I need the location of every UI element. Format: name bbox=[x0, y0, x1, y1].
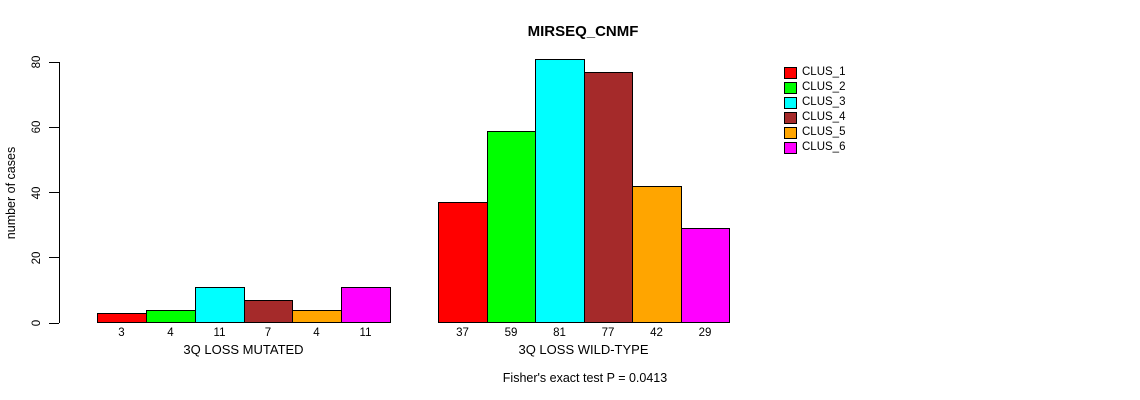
legend-label: CLUS_6 bbox=[802, 141, 846, 153]
y-tick-label: 40 bbox=[31, 186, 43, 199]
bar-value-label: 42 bbox=[650, 327, 663, 339]
legend-swatch bbox=[784, 96, 797, 109]
bar-3q-loss-mutated-clus-1 bbox=[97, 313, 147, 323]
group-label: 3Q LOSS MUTATED bbox=[183, 342, 304, 357]
y-tick-mark bbox=[49, 322, 59, 324]
bar-value-label: 7 bbox=[264, 327, 272, 339]
y-tick-label: 60 bbox=[31, 120, 43, 134]
legend-item: CLUS_1 bbox=[784, 66, 845, 79]
bar-value-label: 29 bbox=[698, 327, 712, 339]
bar-value-label: 11 bbox=[213, 327, 226, 339]
y-axis-line bbox=[59, 62, 60, 323]
y-tick-mark bbox=[49, 61, 59, 63]
y-tick-label: 0 bbox=[31, 319, 43, 327]
bar-value-label: 4 bbox=[313, 327, 320, 339]
bar-value-label: 77 bbox=[601, 327, 615, 339]
legend-label: CLUS_1 bbox=[802, 66, 846, 78]
legend-item: CLUS_6 bbox=[784, 141, 845, 154]
bar-value-label: 4 bbox=[167, 327, 174, 339]
bar-3q-loss-wild-type-clus-6 bbox=[681, 228, 730, 323]
y-tick-mark bbox=[49, 257, 59, 259]
bar-value-label: 81 bbox=[553, 327, 566, 339]
bar-3q-loss-wild-type-clus-3 bbox=[535, 59, 585, 323]
legend-swatch bbox=[784, 111, 797, 124]
bar-3q-loss-mutated-clus-6 bbox=[341, 287, 391, 323]
legend-item: CLUS_3 bbox=[784, 96, 845, 109]
legend-label: CLUS_5 bbox=[802, 126, 846, 138]
legend-label: CLUS_3 bbox=[802, 96, 846, 108]
bar-3q-loss-wild-type-clus-1 bbox=[438, 202, 488, 323]
bar-3q-loss-wild-type-clus-5 bbox=[632, 186, 682, 323]
bar-value-label: 37 bbox=[456, 327, 469, 339]
group-label: 3Q LOSS WILD-TYPE bbox=[518, 342, 649, 357]
bar-3q-loss-mutated-clus-3 bbox=[195, 287, 245, 323]
legend-item: CLUS_4 bbox=[784, 111, 845, 124]
y-tick-label: 80 bbox=[31, 55, 43, 69]
legend-label: CLUS_4 bbox=[802, 111, 846, 123]
y-axis-label: number of cases bbox=[4, 146, 18, 240]
y-tick-mark bbox=[49, 126, 59, 128]
legend-swatch bbox=[784, 66, 797, 79]
legend-item: CLUS_5 bbox=[784, 126, 845, 139]
chart-title: MIRSEQ_CNMF bbox=[527, 23, 639, 40]
y-tick-label: 20 bbox=[31, 251, 43, 265]
bar-3q-loss-wild-type-clus-2 bbox=[487, 131, 536, 323]
bar-value-label: 3 bbox=[118, 327, 125, 339]
legend-label: CLUS_2 bbox=[802, 81, 846, 93]
bar-3q-loss-mutated-clus-5 bbox=[292, 310, 342, 323]
bar-3q-loss-wild-type-clus-4 bbox=[584, 72, 633, 323]
legend-swatch bbox=[784, 141, 797, 154]
bar-3q-loss-mutated-clus-4 bbox=[244, 300, 293, 323]
legend-swatch bbox=[784, 126, 797, 139]
fisher-test-footnote: Fisher's exact test P = 0.0413 bbox=[502, 371, 668, 385]
legend-swatch bbox=[784, 81, 797, 94]
y-tick-mark bbox=[49, 192, 59, 193]
bar-value-label: 11 bbox=[359, 327, 372, 339]
bar-3q-loss-mutated-clus-2 bbox=[146, 310, 196, 323]
bar-value-label: 59 bbox=[504, 327, 518, 339]
legend-item: CLUS_2 bbox=[784, 81, 845, 94]
